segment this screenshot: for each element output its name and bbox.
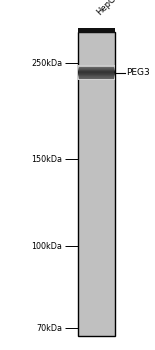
Bar bbox=[78, 72, 115, 73]
Text: HepG2: HepG2 bbox=[95, 0, 122, 18]
Bar bbox=[78, 73, 115, 74]
Bar bbox=[78, 75, 115, 76]
Bar bbox=[78, 76, 115, 77]
Bar bbox=[78, 32, 115, 336]
Text: 250kDa: 250kDa bbox=[31, 59, 62, 68]
Bar bbox=[78, 67, 115, 68]
Bar bbox=[79, 73, 114, 79]
Bar bbox=[78, 28, 115, 33]
Text: 70kDa: 70kDa bbox=[36, 324, 62, 333]
Bar bbox=[78, 79, 115, 80]
Bar bbox=[78, 68, 115, 69]
Bar bbox=[78, 71, 115, 72]
Bar bbox=[78, 69, 115, 70]
Text: 100kDa: 100kDa bbox=[31, 241, 62, 251]
Bar bbox=[78, 77, 115, 78]
Bar bbox=[78, 77, 115, 78]
Bar bbox=[78, 65, 115, 66]
Bar bbox=[78, 78, 115, 79]
Text: PEG3: PEG3 bbox=[126, 68, 150, 77]
Bar bbox=[78, 70, 115, 71]
Bar bbox=[78, 74, 115, 75]
Bar bbox=[79, 66, 114, 72]
Bar bbox=[78, 66, 115, 67]
Text: 150kDa: 150kDa bbox=[31, 155, 62, 164]
